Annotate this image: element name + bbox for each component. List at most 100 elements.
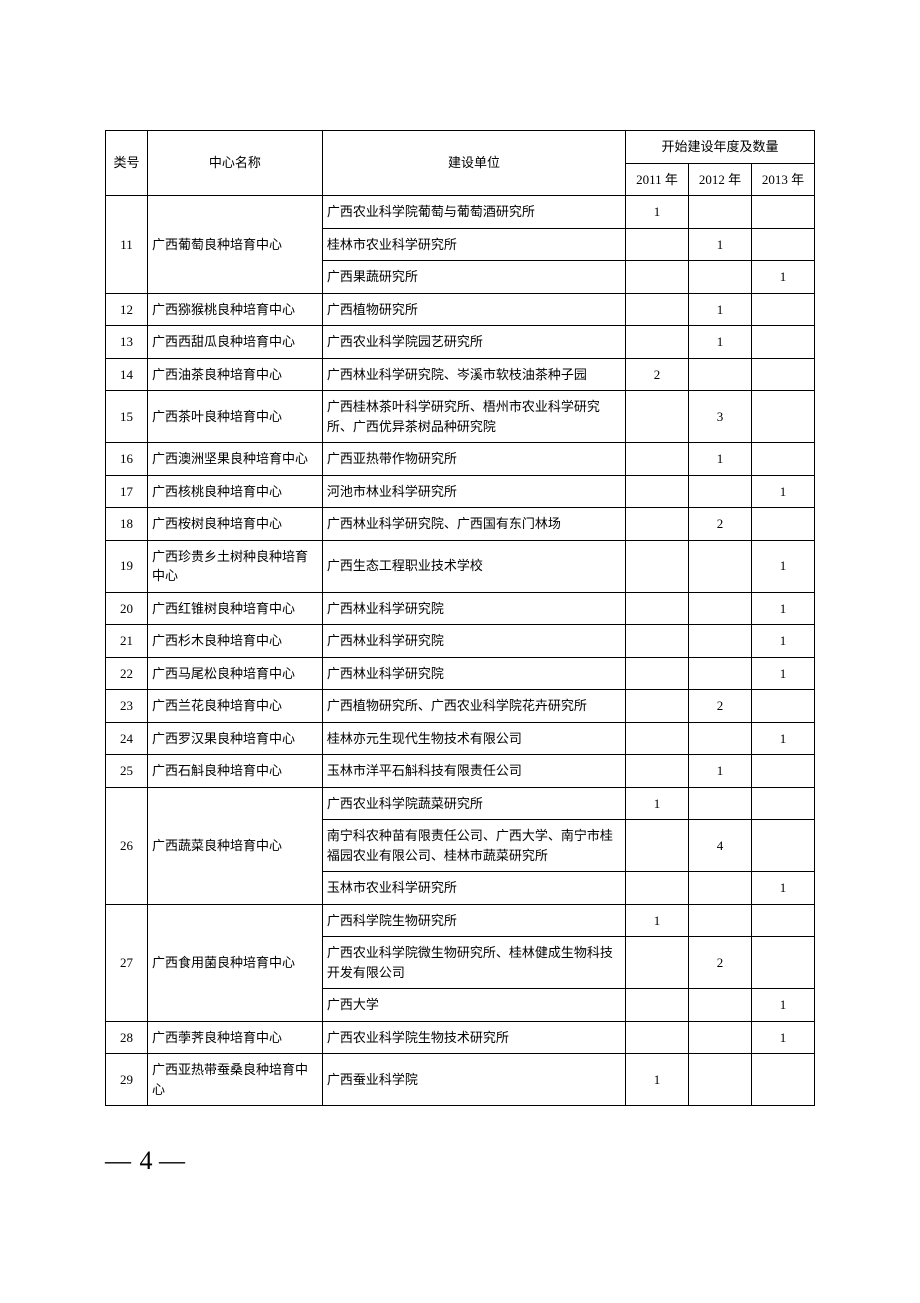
cell-y2013 [751,196,814,229]
cell-center-name: 广西猕猴桃良种培育中心 [147,293,322,326]
table-row: 19广西珍贵乡土树种良种培育中心广西生态工程职业技术学校1 [106,540,815,592]
cell-unit: 广西农业科学院微生物研究所、桂林健成生物科技开发有限公司 [322,937,625,989]
table-row: 21广西杉木良种培育中心广西林业科学研究院1 [106,625,815,658]
cell-y2012: 1 [689,228,752,261]
cell-center-name: 广西食用菌良种培育中心 [147,904,322,1021]
cell-y2012: 3 [689,391,752,443]
header-unit: 建设单位 [322,131,625,196]
cell-id: 27 [106,904,148,1021]
cell-unit: 广西林业科学研究院、岑溪市软枝油茶种子园 [322,358,625,391]
cell-y2013 [751,820,814,872]
cell-y2011 [626,872,689,905]
cell-unit: 玉林市农业科学研究所 [322,872,625,905]
cell-id: 25 [106,755,148,788]
table-row: 29广西亚热带蚕桑良种培育中心广西蚕业科学院1 [106,1054,815,1106]
table-body: 11广西葡萄良种培育中心广西农业科学院葡萄与葡萄酒研究所1桂林市农业科学研究所1… [106,196,815,1106]
cell-y2013 [751,508,814,541]
cell-id: 11 [106,196,148,294]
cell-unit: 广西科学院生物研究所 [322,904,625,937]
cell-id: 12 [106,293,148,326]
table-row: 24广西罗汉果良种培育中心桂林亦元生现代生物技术有限公司1 [106,722,815,755]
cell-y2012: 1 [689,326,752,359]
cell-id: 23 [106,690,148,723]
cell-unit: 广西桂林茶叶科学研究所、梧州市农业科学研究所、广西优异茶树品种研究院 [322,391,625,443]
cell-y2013: 1 [751,592,814,625]
cell-unit: 河池市林业科学研究所 [322,475,625,508]
cell-id: 16 [106,443,148,476]
cell-center-name: 广西澳洲坚果良种培育中心 [147,443,322,476]
cell-center-name: 广西兰花良种培育中心 [147,690,322,723]
table-row: 23广西兰花良种培育中心广西植物研究所、广西农业科学院花卉研究所2 [106,690,815,723]
cell-y2012 [689,872,752,905]
cell-id: 22 [106,657,148,690]
cell-center-name: 广西蔬菜良种培育中心 [147,787,322,904]
cell-unit: 广西植物研究所 [322,293,625,326]
cell-y2012 [689,196,752,229]
cell-y2012: 2 [689,690,752,723]
cell-y2011 [626,391,689,443]
cell-id: 15 [106,391,148,443]
cell-y2013: 1 [751,540,814,592]
cell-center-name: 广西核桃良种培育中心 [147,475,322,508]
cell-y2012 [689,261,752,294]
table-row: 28广西荸荠良种培育中心广西农业科学院生物技术研究所1 [106,1021,815,1054]
header-2012: 2012 年 [689,163,752,196]
cell-y2011 [626,475,689,508]
cell-id: 29 [106,1054,148,1106]
cell-y2011: 1 [626,904,689,937]
cell-unit: 广西林业科学研究院 [322,657,625,690]
cell-unit: 广西生态工程职业技术学校 [322,540,625,592]
cell-y2013: 1 [751,872,814,905]
cell-y2013 [751,326,814,359]
cell-unit: 广西农业科学院蔬菜研究所 [322,787,625,820]
cell-unit: 广西农业科学院生物技术研究所 [322,1021,625,1054]
header-2011: 2011 年 [626,163,689,196]
cell-center-name: 广西葡萄良种培育中心 [147,196,322,294]
header-year-group: 开始建设年度及数量 [626,131,815,164]
cell-y2012 [689,787,752,820]
table-row: 20广西红锥树良种培育中心广西林业科学研究院1 [106,592,815,625]
cell-y2013 [751,937,814,989]
cell-y2013: 1 [751,657,814,690]
cell-y2011 [626,443,689,476]
cell-y2012: 1 [689,443,752,476]
cell-y2013: 1 [751,625,814,658]
table-row: 26广西蔬菜良种培育中心广西农业科学院蔬菜研究所1 [106,787,815,820]
cell-y2013 [751,690,814,723]
cell-center-name: 广西茶叶良种培育中心 [147,391,322,443]
cell-id: 17 [106,475,148,508]
cell-id: 19 [106,540,148,592]
breeding-centers-table: 类号 中心名称 建设单位 开始建设年度及数量 2011 年 2012 年 201… [105,130,815,1106]
header-id: 类号 [106,131,148,196]
cell-y2013 [751,1054,814,1106]
cell-y2011 [626,592,689,625]
cell-y2012: 4 [689,820,752,872]
cell-center-name: 广西亚热带蚕桑良种培育中心 [147,1054,322,1106]
cell-id: 20 [106,592,148,625]
cell-center-name: 广西杉木良种培育中心 [147,625,322,658]
table-row: 22广西马尾松良种培育中心广西林业科学研究院1 [106,657,815,690]
cell-y2013 [751,391,814,443]
cell-y2011 [626,540,689,592]
cell-center-name: 广西荸荠良种培育中心 [147,1021,322,1054]
cell-y2012 [689,592,752,625]
cell-y2012: 1 [689,755,752,788]
cell-center-name: 广西桉树良种培育中心 [147,508,322,541]
cell-id: 24 [106,722,148,755]
cell-y2011 [626,690,689,723]
cell-y2013: 1 [751,261,814,294]
table-row: 13广西西甜瓜良种培育中心广西农业科学院园艺研究所1 [106,326,815,359]
cell-y2013 [751,293,814,326]
cell-y2011 [626,989,689,1022]
cell-y2011 [626,657,689,690]
cell-id: 18 [106,508,148,541]
cell-center-name: 广西油茶良种培育中心 [147,358,322,391]
table-row: 14广西油茶良种培育中心广西林业科学研究院、岑溪市软枝油茶种子园2 [106,358,815,391]
cell-center-name: 广西罗汉果良种培育中心 [147,722,322,755]
cell-unit: 广西林业科学研究院 [322,625,625,658]
cell-y2013 [751,755,814,788]
cell-unit: 广西农业科学院葡萄与葡萄酒研究所 [322,196,625,229]
cell-center-name: 广西西甜瓜良种培育中心 [147,326,322,359]
header-2013: 2013 年 [751,163,814,196]
cell-id: 13 [106,326,148,359]
